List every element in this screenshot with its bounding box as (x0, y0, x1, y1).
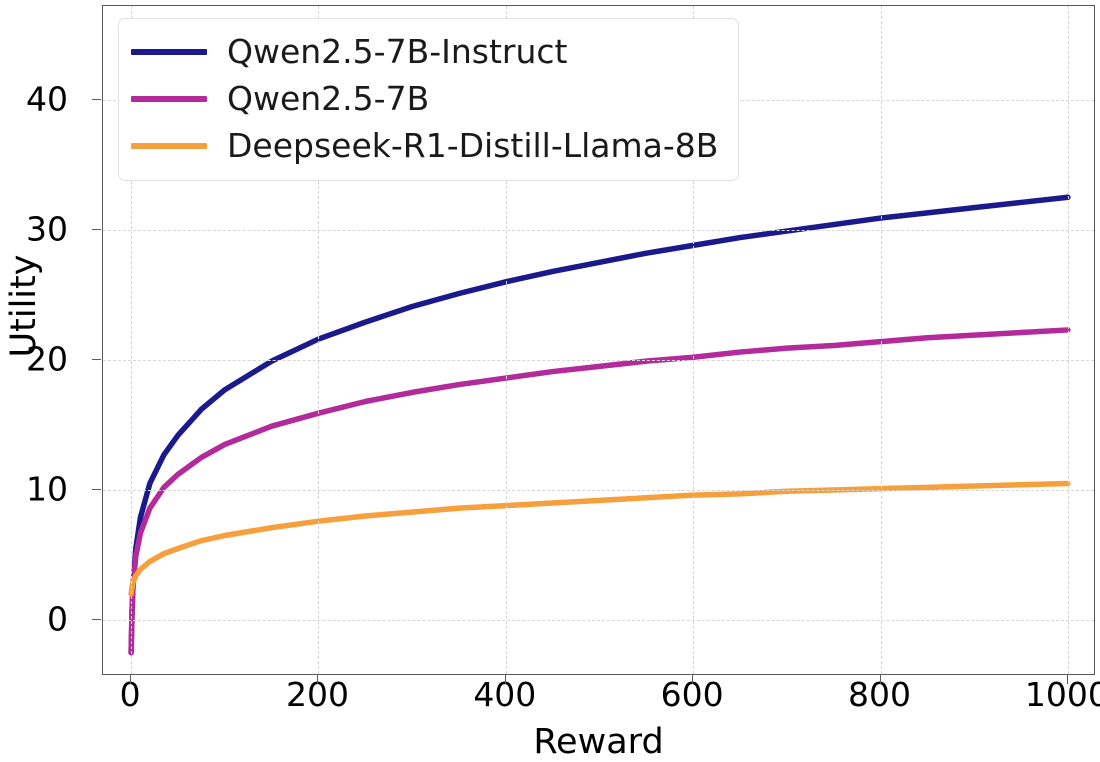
x-axis-ticks: 0 200 400 600 800 1000 (102, 675, 1100, 724)
series-line-2 (128, 480, 1071, 597)
y-tick-label: 20 (26, 339, 68, 379)
y-tick-mark (92, 619, 101, 621)
x-tick-label: 0 (119, 675, 141, 714)
y-tick-mark (92, 228, 101, 230)
x-tick-mark (504, 675, 506, 684)
y-tick-label: 10 (26, 469, 68, 509)
series-line-1 (128, 327, 1071, 656)
legend-label: Deepseek-R1-Distill-Llama-8B (227, 126, 719, 165)
curve-canvas (128, 194, 1071, 656)
y-tick-label: 0 (47, 599, 68, 639)
legend-item-1[interactable]: Qwen2.5-7B (131, 75, 718, 122)
y-tick-mark (92, 358, 101, 360)
y-tick-mark (92, 488, 101, 490)
legend-swatch-icon (131, 142, 207, 149)
legend-swatch-icon (131, 48, 207, 55)
y-tick-mark (92, 98, 101, 100)
x-tick-mark (692, 675, 694, 684)
x-tick-mark (317, 675, 319, 684)
series-line-0 (128, 194, 1071, 656)
legend-label: Qwen2.5-7B (227, 79, 430, 118)
legend: Qwen2.5-7B-Instruct Qwen2.5-7B Deepseek-R1… (118, 18, 740, 181)
x-tick-mark (879, 675, 881, 684)
legend-label: Qwen2.5-7B-Instruct (227, 32, 568, 71)
legend-swatch-icon (131, 95, 207, 102)
y-tick-label: 40 (26, 79, 68, 119)
y-tick-label: 30 (26, 209, 68, 249)
x-axis-title: Reward (533, 722, 664, 762)
legend-item-0[interactable]: Qwen2.5-7B-Instruct (131, 28, 718, 75)
x-tick-label: 1000 (1024, 675, 1100, 714)
x-tick-mark (130, 675, 132, 684)
y-axis-ticks: 0 10 20 30 40 (0, 5, 101, 675)
legend-item-2[interactable]: Deepseek-R1-Distill-Llama-8B (131, 122, 718, 169)
x-tick-mark (1066, 675, 1068, 684)
